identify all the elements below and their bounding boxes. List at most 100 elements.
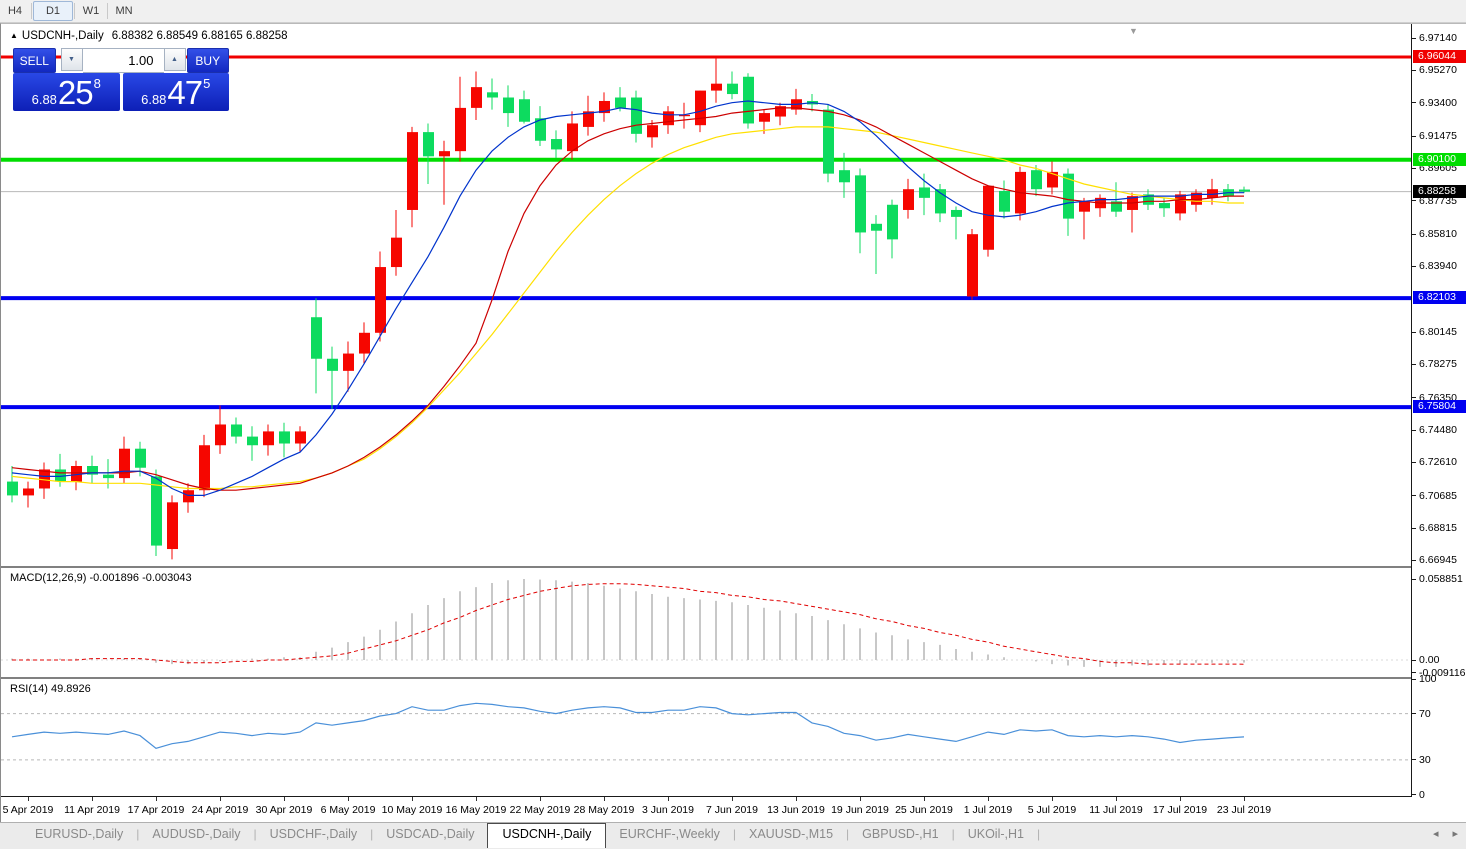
chart-tab-xauusd-m15[interactable]: XAUUSD-,M15: [749, 827, 834, 841]
volume-increase-button[interactable]: ▲: [163, 48, 186, 71]
chart-tab-ukoil-h1[interactable]: UKOil-,H1: [967, 827, 1024, 841]
candle-body: [759, 113, 770, 122]
date-axis: 5 Apr 2019 11 Apr 2019 17 Apr 2019 24 Apr 2…: [1, 797, 1411, 822]
sell-button[interactable]: SELL: [13, 48, 56, 73]
candle-body: [407, 132, 418, 210]
candle-body: [55, 469, 66, 482]
chart-tab-audusd-daily[interactable]: AUDUSD-,Daily: [152, 827, 241, 841]
rsi-tick-mark: [1412, 678, 1416, 680]
price-tick-label: 6.74480: [1419, 424, 1457, 437]
candle-body: [711, 83, 722, 91]
date-tick-mark: [220, 797, 221, 801]
date-tick-label: 16 May 2019: [445, 804, 507, 816]
candle-body: [391, 237, 402, 268]
rsi-tick-mark: [1412, 794, 1416, 795]
price-tick-label: 6.78275: [1419, 358, 1457, 371]
candle-body: [7, 481, 18, 496]
candle-body: [199, 445, 210, 491]
price-tick-label: 6.66945: [1419, 554, 1457, 567]
date-tick-label: 11 Apr 2019: [64, 804, 120, 816]
toolbar-separator: [74, 3, 75, 19]
candle-body: [999, 190, 1010, 212]
macd-tick-mark: [1412, 659, 1416, 661]
date-tick-mark: [924, 797, 925, 801]
toolbar-separator: [31, 3, 32, 19]
panel-divider[interactable]: [1, 566, 1411, 569]
candle-body: [375, 267, 386, 333]
timeframe-button-h4[interactable]: H4: [7, 5, 23, 17]
chart-tab-gbpusd-h1[interactable]: GBPUSD-,H1: [862, 827, 939, 841]
main-price-chart[interactable]: [1, 24, 1411, 566]
chart-tab-eurusd-daily[interactable]: EURUSD-,Daily: [35, 827, 124, 841]
chart-tab-eurchf-weekly[interactable]: EURCHF-,Weekly: [619, 827, 720, 841]
date-tick-label: 7 Jun 2019: [706, 804, 758, 816]
candle-body: [935, 189, 946, 214]
date-tick-label: 25 Jun 2019: [895, 804, 953, 816]
candle-body: [247, 436, 258, 446]
timeframe-button-w1[interactable]: W1: [82, 5, 100, 17]
chart-tab-usdcnh-daily[interactable]: USDCNH-,Daily: [487, 823, 607, 848]
candle-body: [631, 97, 642, 134]
ma-fast-line: [11, 100, 1244, 496]
date-tick-label: 3 Jun 2019: [642, 804, 694, 816]
price-tick-mark: [1412, 429, 1416, 431]
candle-body: [71, 466, 82, 482]
date-tick-label: 19 Jun 2019: [831, 804, 889, 816]
chart-bottom-border: [1, 796, 1412, 797]
tab-scroll-left-icon[interactable]: ◂: [1432, 828, 1439, 840]
timeframe-button-d1[interactable]: D1: [33, 1, 73, 21]
macd-indicator-chart[interactable]: [1, 568, 1411, 677]
candle-body: [1031, 170, 1042, 190]
candle-body: [423, 132, 434, 157]
chart-tab-usdchf-daily[interactable]: USDCHF-,Daily: [269, 827, 358, 841]
bid-price-big: 25: [57, 73, 94, 111]
rsi-tick-label: 0: [1419, 788, 1425, 801]
price-tick-mark: [1412, 37, 1416, 39]
date-tick-mark: [412, 797, 413, 801]
collapse-triangle-icon[interactable]: ▲: [10, 31, 18, 40]
price-tick-label: 6.80145: [1419, 326, 1457, 338]
price-level-badge: 6.96044: [1413, 49, 1466, 63]
volume-input[interactable]: [82, 48, 164, 73]
tab-scroll-right-icon[interactable]: ▸: [1452, 828, 1458, 840]
candle-body: [279, 431, 290, 444]
candle-body: [1175, 194, 1186, 214]
date-tick-label: 11 Jul 2019: [1089, 804, 1143, 816]
candle-body: [23, 488, 34, 496]
date-tick-mark: [540, 797, 541, 801]
candle-body: [1063, 173, 1074, 219]
date-tick-label: 22 May 2019: [509, 804, 571, 816]
candle-body: [1191, 192, 1202, 205]
rsi-indicator-chart[interactable]: [1, 679, 1411, 796]
rsi-tick-mark: [1412, 713, 1416, 715]
candle-body: [231, 424, 242, 437]
price-tick-mark: [1412, 135, 1416, 137]
candle-body: [615, 97, 626, 108]
bid-price-prefix: 6.88: [31, 92, 57, 107]
panel-divider[interactable]: [1, 677, 1411, 680]
candle-body: [1239, 189, 1250, 192]
date-tick-label: 1 Jul 2019: [963, 804, 1013, 816]
price-tick-label: 6.70685: [1419, 489, 1457, 502]
candle-body: [887, 204, 898, 240]
candle-body: [39, 469, 50, 489]
macd-tick-label: -0.009116: [1419, 666, 1466, 679]
candle-body: [1047, 171, 1058, 188]
price-tick-mark: [1412, 200, 1416, 202]
bid-quote-button[interactable]: 6.88 25 8: [13, 73, 120, 111]
symbol-period-label: USDCNH-,Daily: [21, 30, 104, 42]
candle-body: [823, 109, 834, 174]
candle-body: [103, 474, 114, 479]
volume-decrease-button[interactable]: ▼: [60, 48, 83, 71]
candle-body: [903, 189, 914, 210]
price-tick-mark: [1412, 233, 1416, 235]
toolbar-separator: [107, 3, 108, 19]
timeframe-button-mn[interactable]: MN: [115, 5, 133, 17]
candle-body: [1207, 189, 1218, 198]
chart-tab-usdcad-daily[interactable]: USDCAD-,Daily: [386, 827, 475, 841]
ask-quote-button[interactable]: 6.88 47 5: [122, 73, 229, 111]
price-tick-mark: [1412, 495, 1416, 497]
buy-button[interactable]: BUY: [186, 48, 229, 73]
chart-shift-marker-icon[interactable]: ▼: [1129, 26, 1138, 36]
